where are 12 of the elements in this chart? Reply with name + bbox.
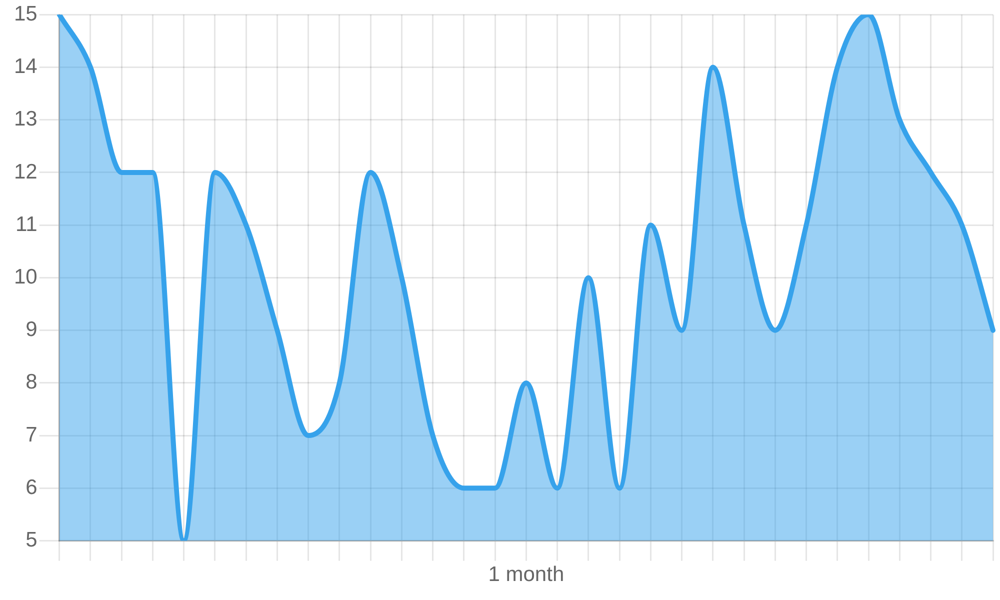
y-tick-label: 13 [14,108,38,131]
y-tick-label: 9 [26,318,38,342]
y-tick-label: 11 [16,212,38,236]
y-tick-label: 12 [14,160,38,184]
y-tick-label: 6 [26,476,38,499]
y-tick-label: 14 [14,55,38,78]
y-tick-label: 7 [26,423,38,446]
x-axis-title: 1 month [488,563,564,586]
y-tick-label: 10 [14,265,38,288]
y-tick-label: 5 [26,528,38,552]
y-tick-label: 15 [14,2,38,26]
y-tick-label: 8 [26,370,38,394]
